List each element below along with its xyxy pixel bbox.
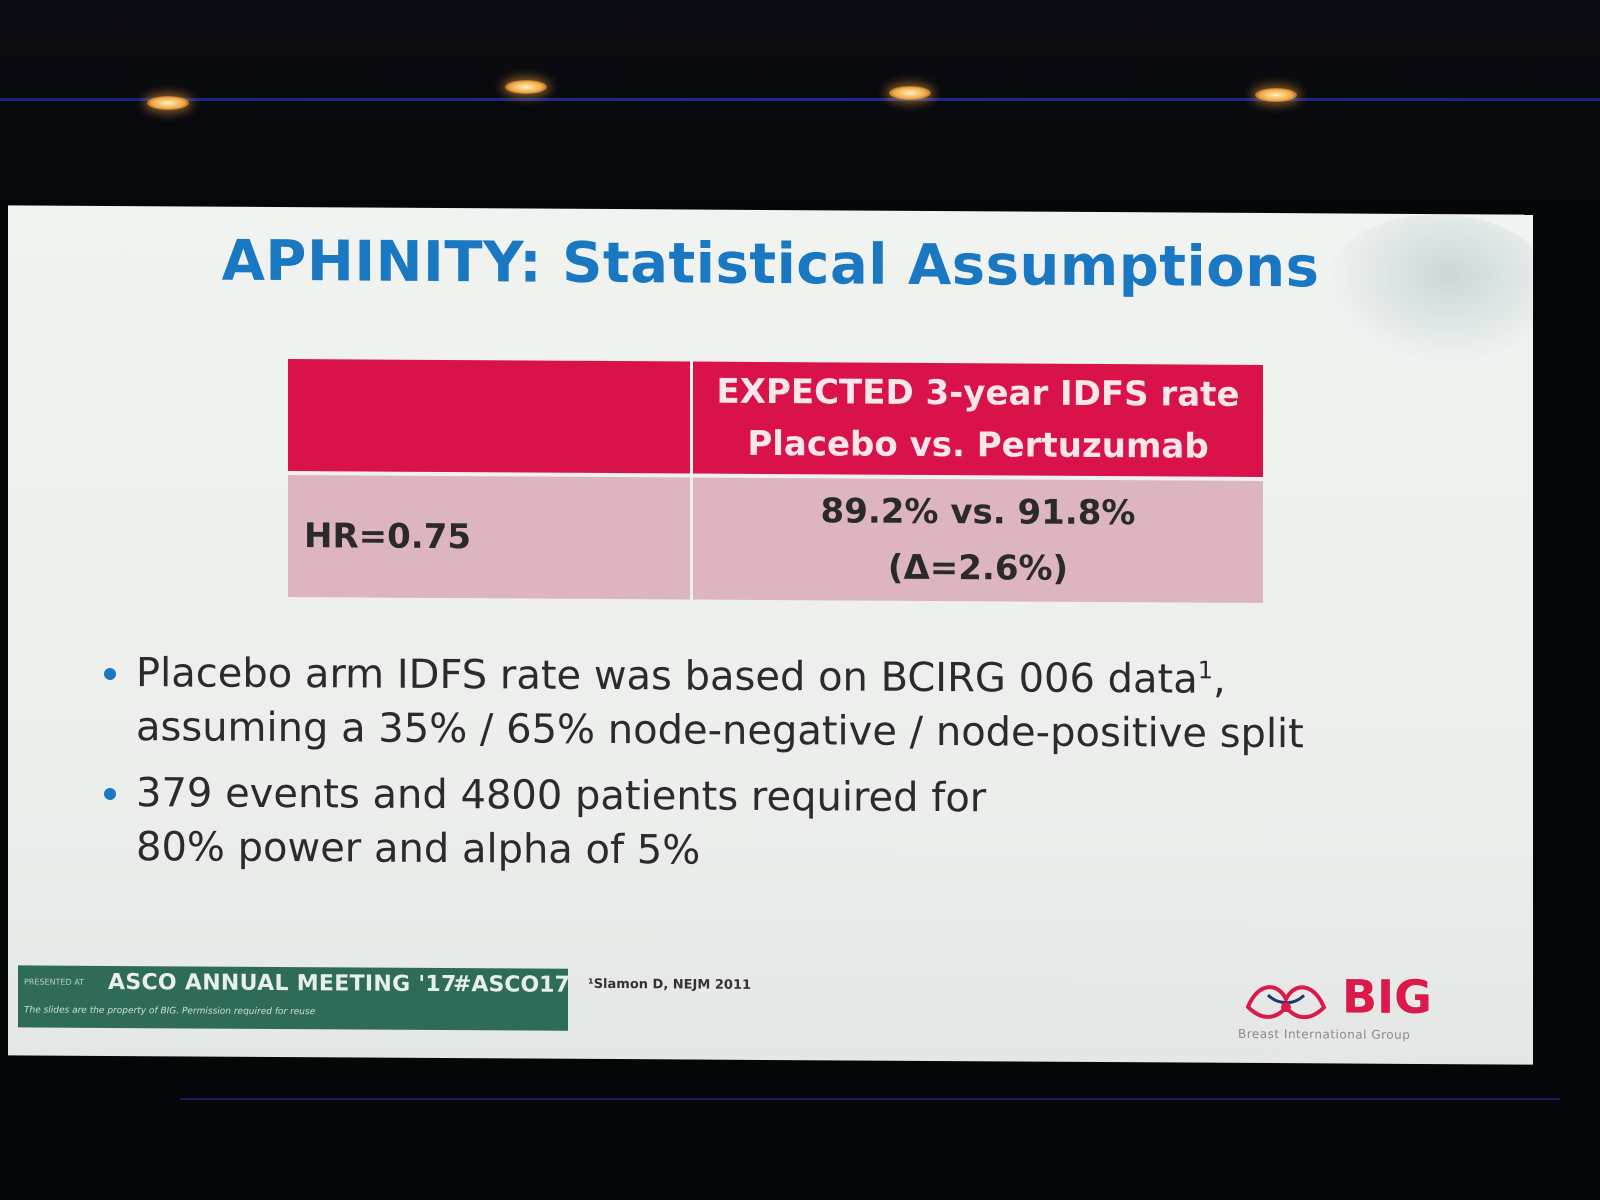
reference-footnote: ¹Slamon D, NEJM 2011 — [588, 976, 752, 993]
bullet-line: 379 events and 4800 patients required fo… — [136, 770, 987, 822]
assumptions-table: EXPECTED 3-year IDFS rate Placebo vs. Pe… — [288, 359, 1263, 604]
stage-truss — [0, 98, 1600, 101]
stage-light — [889, 86, 931, 100]
row-value-line-1: 89.2% vs. 91.8% — [820, 491, 1136, 534]
slide-title: APHINITY: Statistical Assumptions — [221, 228, 1320, 301]
bullet-line: assuming a 35% / 65% node-negative / nod… — [136, 704, 1304, 758]
big-logo-text: BIG — [1342, 969, 1432, 1025]
table-row-label: HR=0.75 — [288, 475, 690, 600]
bullet-dot-icon — [104, 667, 116, 681]
bullet-list: Placebo arm IDFS rate was based on BCIRG… — [96, 646, 1396, 894]
bullet-text: Placebo arm IDFS rate was based on BCIRG… — [136, 650, 1198, 703]
header-line-2: Placebo vs. Pertuzumab — [747, 423, 1209, 467]
big-ribbon-icon — [1245, 985, 1327, 1019]
meeting-hashtag: #ASCO17 — [453, 972, 570, 998]
bullet-text-end: , — [1213, 656, 1226, 703]
bullet-item: 379 events and 4800 patients required fo… — [96, 766, 1396, 882]
table-row-value: 89.2% vs. 91.8% (Δ=2.6%) — [693, 477, 1263, 604]
bullet-line: Placebo arm IDFS rate was based on BCIRG… — [136, 646, 1396, 708]
stage-floor-line — [180, 1098, 1560, 1100]
big-logo: BIG Breast International Group — [1238, 969, 1498, 1055]
superscript-reference: 1 — [1197, 656, 1214, 685]
table-header-cell: EXPECTED 3-year IDFS rate Placebo vs. Pe… — [693, 361, 1263, 478]
bullet-dot-icon — [104, 787, 116, 801]
meeting-name: ASCO ANNUAL MEETING '17 — [108, 969, 457, 998]
stage-light — [1255, 88, 1297, 102]
stage-light — [505, 80, 547, 94]
stage-light — [147, 96, 189, 110]
big-logo-subtitle: Breast International Group — [1238, 1026, 1411, 1042]
presented-at-label: PRESENTED AT — [24, 977, 84, 987]
header-line-1: EXPECTED 3-year IDFS rate — [716, 371, 1240, 415]
presentation-slide: APHINITY: Statistical Assumptions EXPECT… — [8, 205, 1533, 1065]
asco-meeting-banner: PRESENTED AT ASCO ANNUAL MEETING '17 #AS… — [18, 965, 570, 1031]
row-value-line-2: (Δ=2.6%) — [887, 547, 1069, 589]
table-header-empty-cell — [288, 359, 690, 474]
property-notice: The slides are the property of BIG. Perm… — [24, 1005, 316, 1018]
bullet-line: 80% power and alpha of 5% — [136, 824, 701, 874]
bullet-item: Placebo arm IDFS rate was based on BCIRG… — [96, 646, 1396, 762]
